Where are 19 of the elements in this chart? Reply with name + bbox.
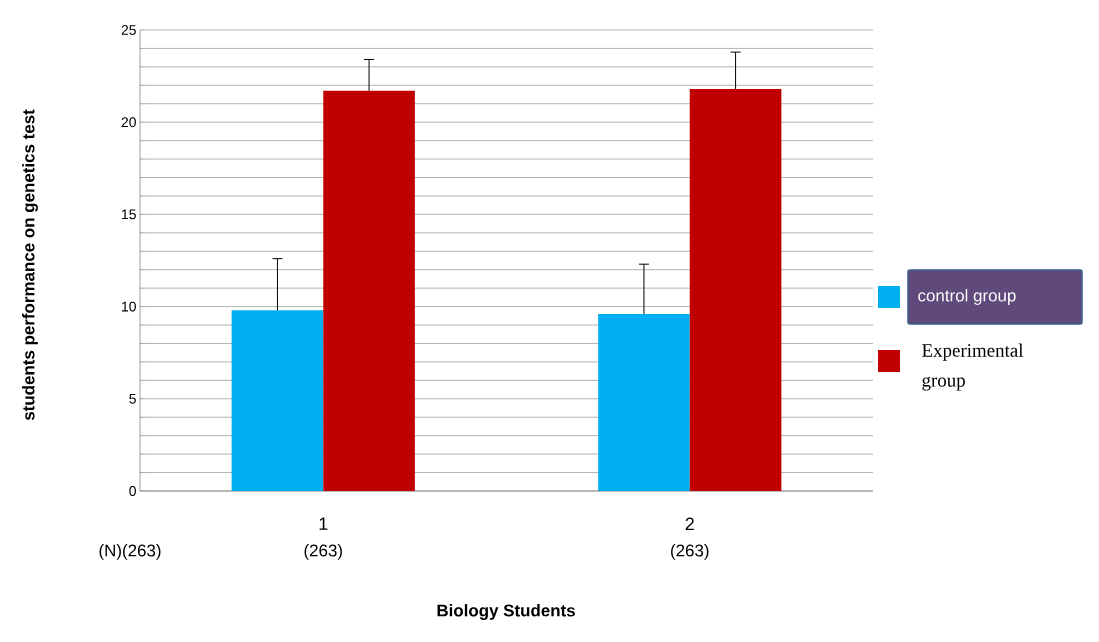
text: (263) (671, 544, 709, 560)
y-tick-label: 0 (129, 486, 136, 496)
bar (598, 313, 690, 491)
y-axis-title: students performance on genetics test (22, 109, 38, 421)
y-tick-label: 5 (129, 393, 136, 404)
y-tick-label: 20 (121, 117, 136, 128)
y-tick-label: 15 (122, 209, 136, 220)
y-tick-label: 10 (122, 301, 136, 312)
x-tick-label: 2 (685, 517, 694, 531)
text: (N)(263) (99, 544, 161, 560)
x-axis-title: Biology Students (437, 604, 575, 620)
bar (231, 310, 324, 491)
y-tick-label: 25 (121, 25, 136, 35)
bar (689, 88, 782, 491)
legend-label: control group (918, 289, 1016, 305)
x-tick-label: 1 (319, 517, 328, 530)
legend-label: Experimental group (922, 343, 1024, 391)
text: (263) (304, 544, 342, 560)
bar (323, 90, 415, 491)
